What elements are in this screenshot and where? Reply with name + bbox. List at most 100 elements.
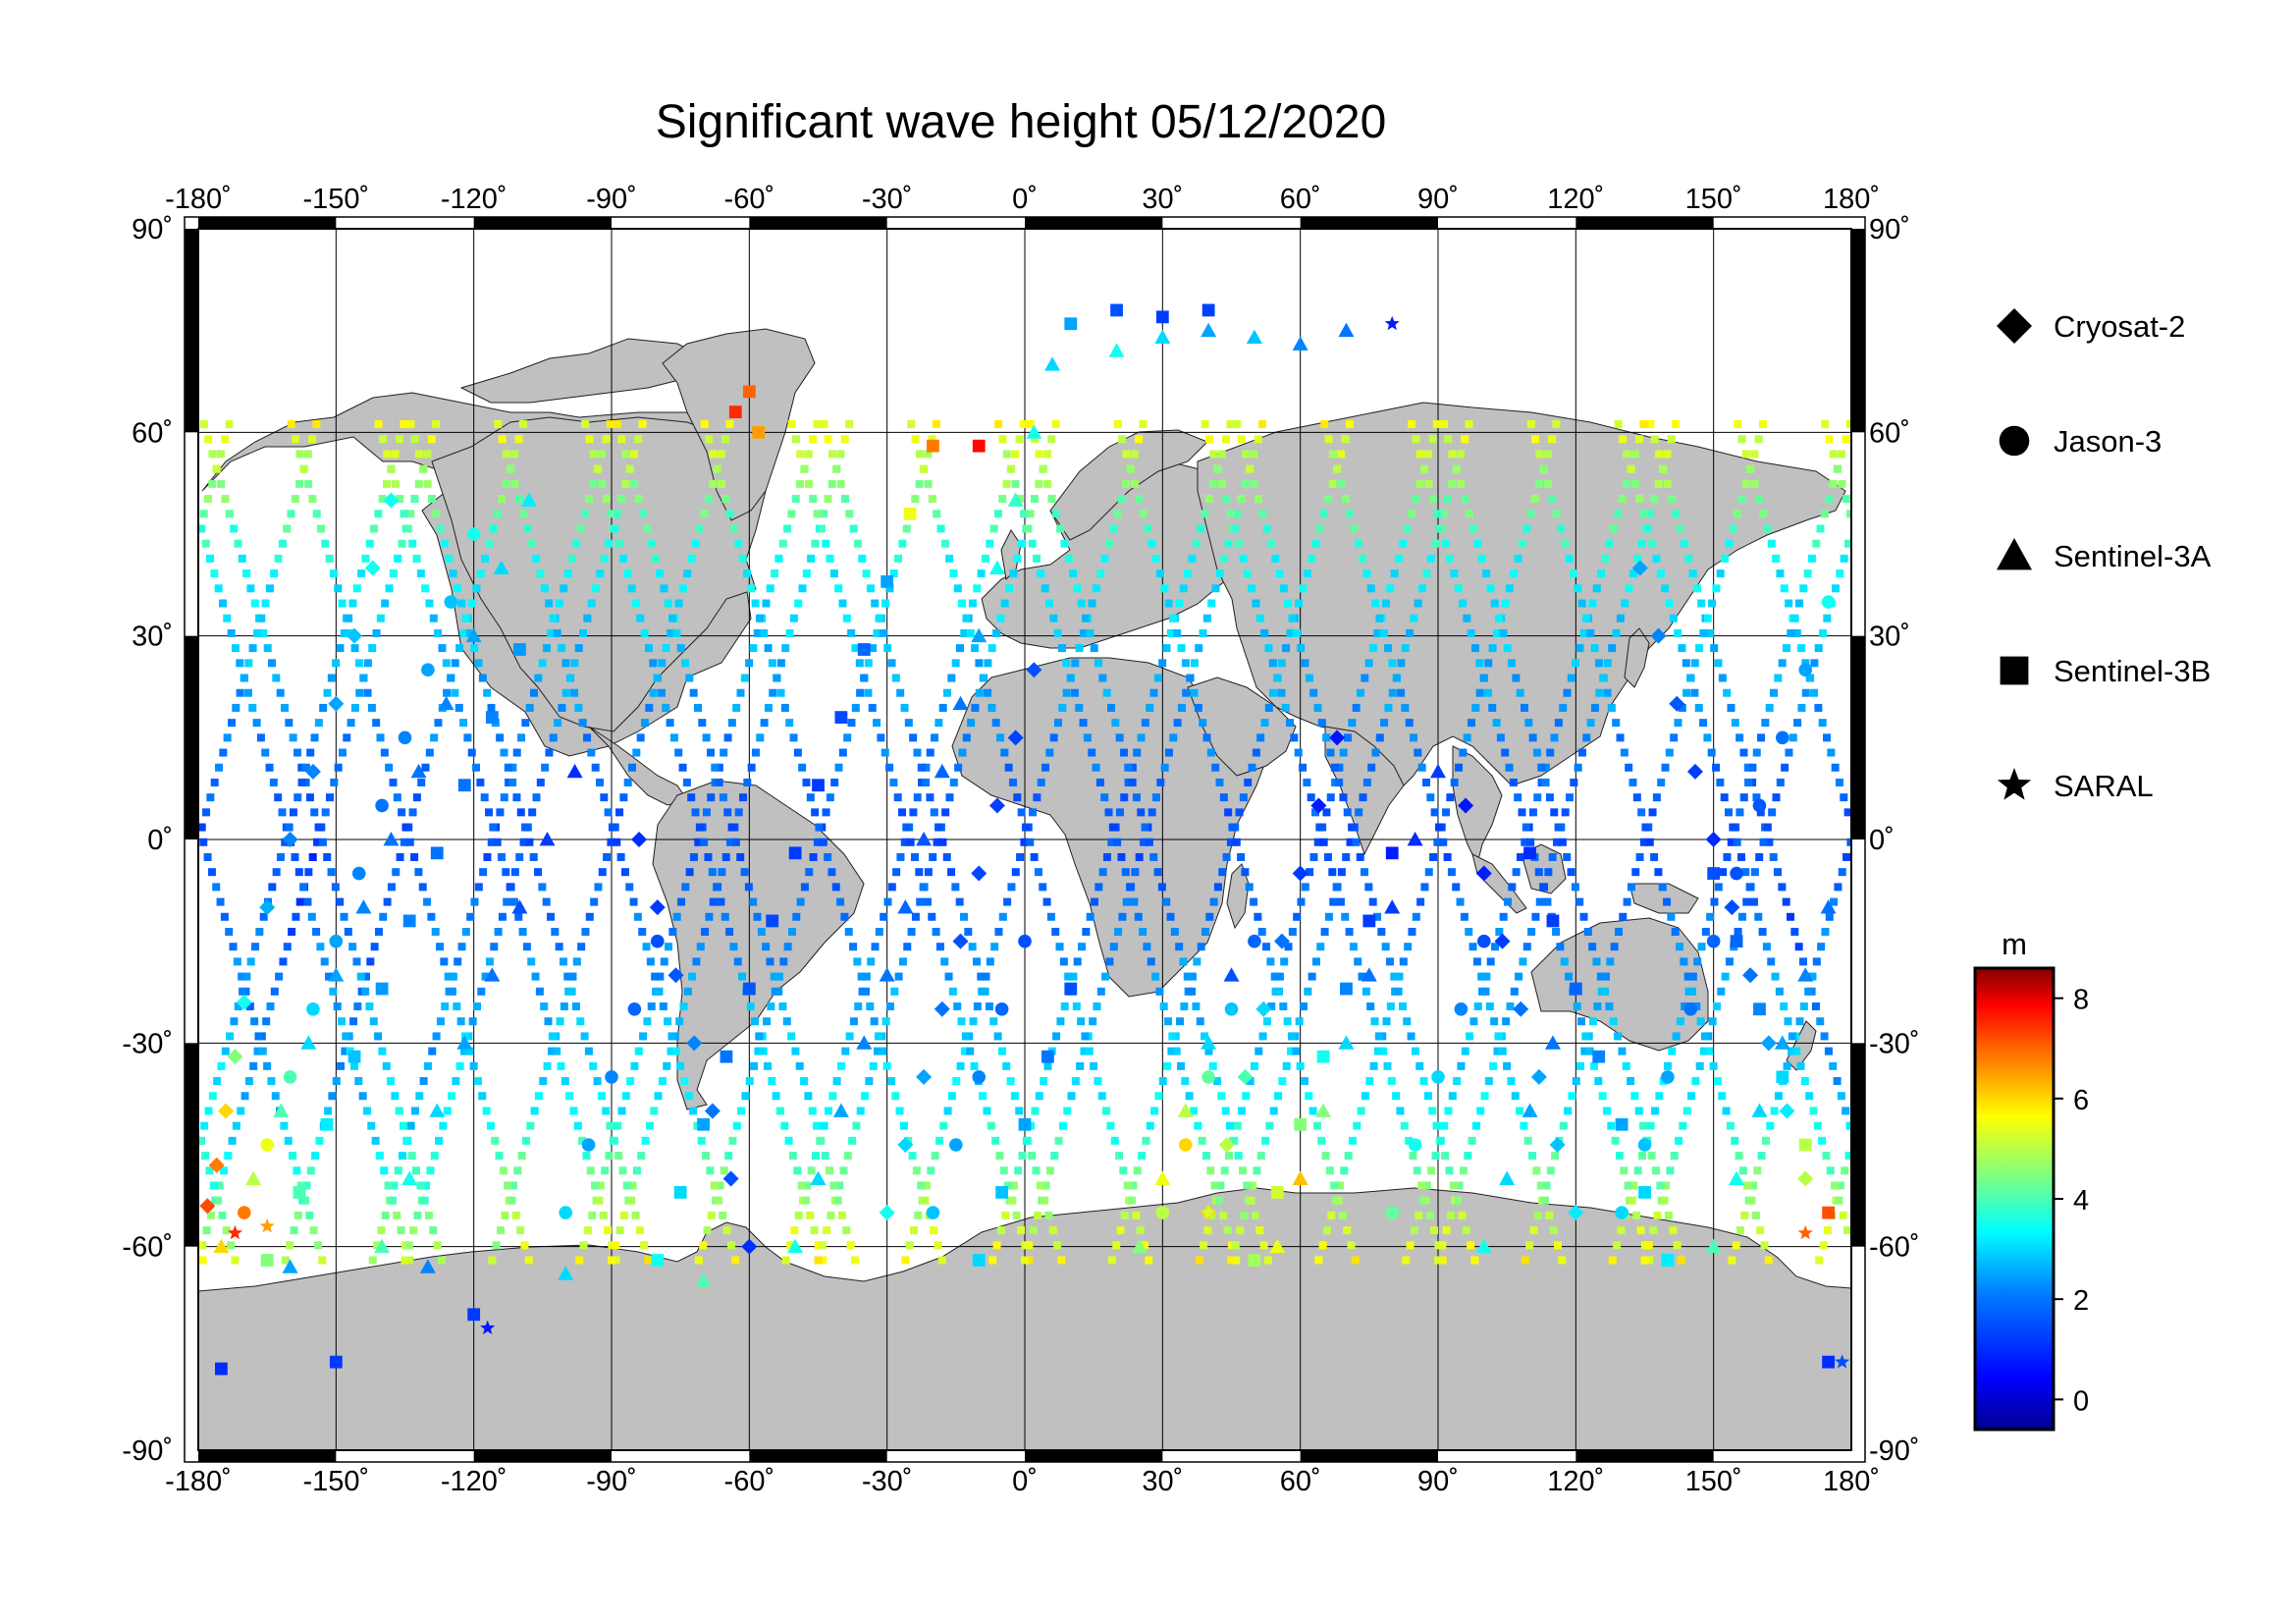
- track-sample: [214, 1196, 223, 1205]
- track-sample: [869, 644, 878, 653]
- track-sample: [455, 1061, 464, 1070]
- track-sample: [1747, 1196, 1756, 1205]
- track-sample: [254, 1032, 263, 1041]
- track-sample: [623, 778, 632, 786]
- track-sample: [1434, 823, 1443, 832]
- track-sample: [880, 912, 888, 921]
- track-sample: [1682, 1107, 1691, 1115]
- track-sample: [238, 554, 246, 563]
- track-sample: [906, 838, 915, 846]
- track-sample: [521, 823, 530, 832]
- track-sample: [998, 912, 1007, 921]
- track-sample: [1095, 883, 1103, 892]
- track-sample: [1430, 539, 1439, 548]
- series-cryosat-2: [199, 492, 1814, 1255]
- track-sample: [1406, 1241, 1415, 1250]
- track-sample: [731, 838, 740, 846]
- lon-tick-label: -150˚: [302, 1466, 369, 1497]
- track-sample: [845, 420, 854, 429]
- track-sample: [778, 1002, 787, 1011]
- track-sample: [883, 644, 892, 653]
- track-sample: [1516, 1107, 1524, 1115]
- track-sample: [1728, 1256, 1736, 1265]
- track-sample: [1793, 719, 1802, 728]
- track-sample: [1570, 778, 1578, 786]
- track-sample: [1412, 912, 1420, 921]
- track-sample: [483, 688, 492, 697]
- track-sample: [1316, 943, 1325, 951]
- track-sample: [1674, 628, 1682, 637]
- track-sample: [738, 554, 747, 563]
- new-zealand: [1786, 1020, 1817, 1071]
- track-sample: [1687, 1092, 1696, 1101]
- track-sample: [917, 1181, 926, 1190]
- track-sample: [1375, 614, 1384, 622]
- track-sample: [1543, 450, 1552, 459]
- track-sample: [1115, 808, 1124, 817]
- track-sample: [332, 1077, 341, 1086]
- diamond-point: [218, 1103, 235, 1119]
- track-sample: [461, 927, 470, 936]
- track-sample: [1179, 957, 1188, 966]
- track-sample: [1757, 1152, 1766, 1161]
- track-sample: [1563, 852, 1572, 861]
- square-point: [995, 1185, 1009, 1199]
- track-sample: [1337, 479, 1346, 488]
- track-sample: [1215, 569, 1224, 578]
- track-sample: [1788, 1032, 1796, 1041]
- track-sample: [384, 1181, 393, 1190]
- lon-tick-label: -60˚: [724, 1466, 775, 1497]
- track-sample: [721, 495, 730, 504]
- track-sample: [203, 495, 212, 504]
- track-sample: [710, 1181, 719, 1190]
- track-sample: [596, 569, 605, 578]
- diamond-point: [1310, 797, 1327, 814]
- track-sample: [1792, 1047, 1801, 1055]
- track-sample: [1721, 972, 1730, 981]
- track-sample: [1274, 1092, 1283, 1101]
- track-sample: [1774, 1092, 1783, 1101]
- track-sample: [291, 495, 299, 504]
- track-sample: [1716, 778, 1725, 786]
- track-sample: [1645, 1256, 1654, 1265]
- track-sample: [1194, 1121, 1202, 1130]
- track-sample: [977, 972, 986, 981]
- track-sample: [1490, 1017, 1499, 1026]
- track-sample: [1053, 1241, 1062, 1250]
- track-sample: [1382, 1017, 1391, 1026]
- track-sample: [635, 1226, 644, 1235]
- track-sample: [1213, 1077, 1222, 1086]
- track-sample: [1439, 420, 1448, 429]
- track-sample: [1734, 420, 1742, 429]
- track-sample: [762, 943, 771, 951]
- track-sample: [304, 868, 313, 877]
- lon-tick-label: 90˚: [1417, 1466, 1459, 1497]
- track-sample: [1392, 1092, 1401, 1101]
- track-sample: [1623, 450, 1631, 459]
- track-sample: [521, 719, 530, 728]
- track-sample: [707, 793, 716, 802]
- track-sample: [1541, 778, 1550, 786]
- track-sample: [630, 1061, 639, 1070]
- track-sample: [1444, 435, 1453, 444]
- circle-point: [351, 866, 366, 881]
- track-sample: [1371, 599, 1380, 608]
- track-sample: [1660, 1196, 1669, 1205]
- track-sample: [1119, 748, 1128, 757]
- track-sample: [943, 1107, 952, 1115]
- track-sample: [964, 927, 973, 936]
- frame-bar-bottom: [1300, 1450, 1438, 1462]
- track-sample: [472, 584, 481, 593]
- track-sample: [940, 539, 949, 548]
- track-sample: [1201, 420, 1209, 429]
- track-sample: [1613, 1241, 1622, 1250]
- track-sample: [1307, 793, 1315, 802]
- track-sample: [1175, 943, 1184, 951]
- track-sample: [444, 972, 453, 981]
- track-sample: [740, 674, 749, 682]
- track-sample: [755, 1032, 764, 1041]
- track-sample: [1663, 1061, 1672, 1070]
- track-sample: [849, 1017, 858, 1026]
- track-sample: [1218, 868, 1227, 877]
